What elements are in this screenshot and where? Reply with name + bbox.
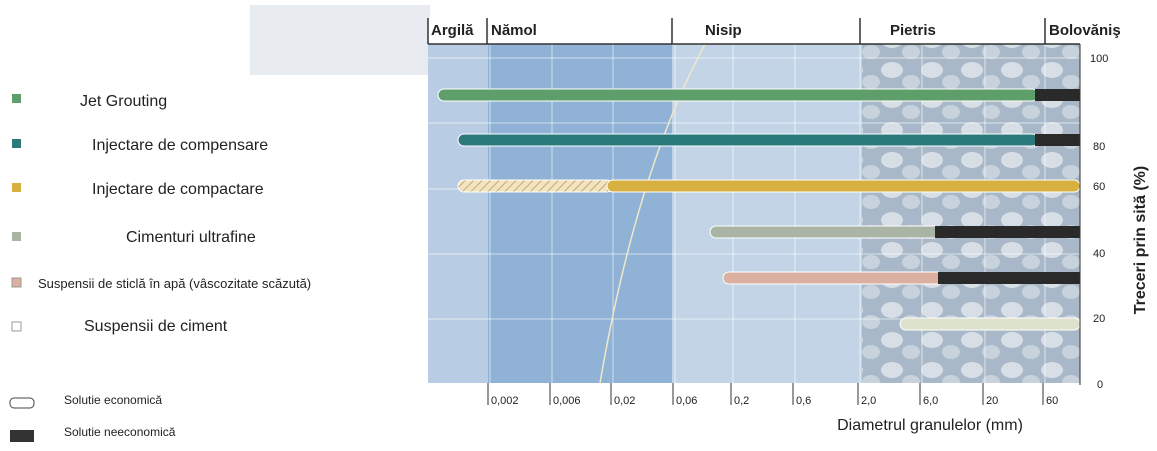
legend-label: Solutie neeconomică bbox=[64, 425, 176, 439]
x-tick: 0,006 bbox=[553, 395, 581, 407]
x-tick: 60 bbox=[1046, 395, 1058, 407]
x-tick: 0,06 bbox=[676, 395, 697, 407]
x-tick: 6,0 bbox=[923, 395, 938, 407]
x-tick: 0,2 bbox=[734, 395, 749, 407]
legend-label: Solutie economică bbox=[64, 393, 162, 407]
legend-icon bbox=[10, 430, 34, 442]
y-tick: 60 bbox=[1093, 181, 1105, 193]
x-tick: 0,02 bbox=[614, 395, 635, 407]
zone: Nămol bbox=[491, 22, 537, 39]
legend-icon bbox=[10, 398, 34, 408]
y-tick: 20 bbox=[1093, 313, 1105, 325]
x-tick: 20 bbox=[986, 395, 998, 407]
diagram: Argilă Nămol Nisip Pietris Bolovăniş 100… bbox=[0, 0, 1157, 446]
sand-bg bbox=[672, 18, 862, 383]
bg bbox=[250, 5, 430, 75]
method-label: Suspensii de sticlă în apă (vâscozitate … bbox=[38, 276, 311, 291]
x-tick: 0,6 bbox=[796, 395, 811, 407]
x-axis-title: Diametrul granulelor (mm) bbox=[837, 417, 1023, 434]
y-tick: 100 bbox=[1090, 53, 1108, 65]
y-tick: 80 bbox=[1093, 141, 1105, 153]
y-tick: 0 bbox=[1097, 379, 1103, 391]
x-tick: 2,0 bbox=[861, 395, 876, 407]
zone: Bolovăniş bbox=[1049, 22, 1121, 39]
clay-bg bbox=[428, 18, 488, 383]
method-label: Injectare de compensare bbox=[92, 137, 268, 154]
method-icons bbox=[12, 94, 21, 331]
zone: Argilă bbox=[431, 22, 474, 39]
x-tick: 0,002 bbox=[491, 395, 519, 407]
method-label: Suspensii de ciment bbox=[84, 318, 228, 335]
zone: Nisip bbox=[705, 22, 742, 39]
method-label: Cimenturi ultrafine bbox=[126, 229, 256, 246]
method-label: Jet Grouting bbox=[80, 93, 167, 110]
y-tick: 40 bbox=[1093, 248, 1105, 260]
y-axis-title: Treceri prin sită (%) bbox=[1132, 166, 1149, 315]
zone: Pietris bbox=[890, 22, 936, 39]
method-label: Injectare de compactare bbox=[92, 181, 264, 198]
